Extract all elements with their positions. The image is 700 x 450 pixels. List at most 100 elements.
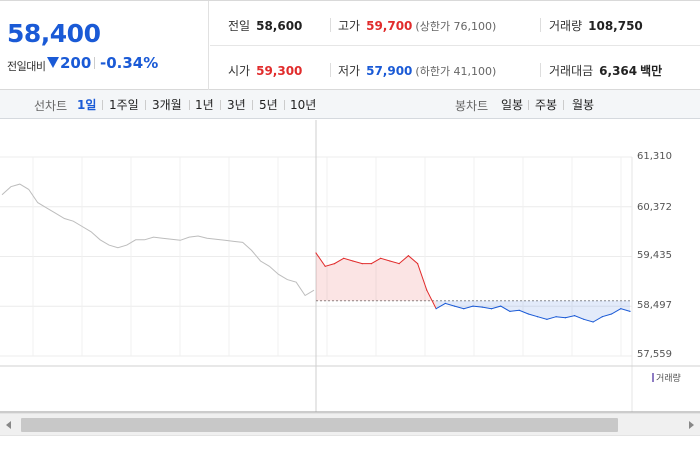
- y-tick-label: 59,435: [637, 250, 672, 261]
- period-10y-tab[interactable]: 10년: [290, 98, 317, 112]
- scroll-left-icon[interactable]: [3, 419, 15, 431]
- price-point: [472, 305, 474, 307]
- quote-panel: 58,400 전일대비 200 -0.34% 전일 58,600 고가 59,700…: [0, 0, 700, 90]
- price-point: [407, 255, 409, 257]
- prev-close-value: 58,600: [256, 19, 303, 33]
- trade-value-label: 거래대금: [549, 64, 594, 78]
- price-point: [361, 263, 363, 265]
- divider: [540, 63, 541, 77]
- up-area-fill: [316, 253, 437, 309]
- low-label: 저가: [338, 64, 361, 78]
- scroll-right-icon[interactable]: [685, 419, 697, 431]
- period-1y-tab[interactable]: 1년: [195, 98, 214, 112]
- open-value: 59,300: [256, 64, 303, 78]
- candle-weekly-tab[interactable]: 주봉: [535, 98, 558, 112]
- price-point: [500, 305, 502, 307]
- trade-value: 거래대금 6,364 백만: [549, 62, 662, 79]
- trade-value-amount: 6,364: [599, 64, 638, 78]
- divider: [102, 100, 103, 110]
- period-3m-tab[interactable]: 3개월: [152, 98, 182, 112]
- price-point: [426, 289, 428, 291]
- line-chart-label: 선차트: [34, 99, 68, 113]
- price-point: [518, 309, 520, 311]
- chart-scrollbar[interactable]: [0, 413, 700, 436]
- volume-value: 108,750: [588, 19, 643, 33]
- down-triangle-icon: [47, 57, 59, 68]
- y-tick-label: 60,372: [637, 202, 672, 213]
- candle-chart-label: 봉차트: [455, 99, 489, 113]
- upper-limit: (상한가 76,100): [415, 20, 497, 33]
- y-tick-label: 57,559: [637, 349, 672, 360]
- price-point: [629, 310, 631, 312]
- price-point: [315, 252, 317, 254]
- price-point: [333, 263, 336, 265]
- volume-legend: 거래량: [652, 371, 681, 384]
- price-point: [564, 317, 567, 319]
- period-1d-tab[interactable]: 1일: [77, 98, 97, 112]
- today-down-price-line: [435, 302, 631, 323]
- scroll-thumb[interactable]: [21, 418, 618, 432]
- price-point: [435, 308, 437, 310]
- price-point: [555, 316, 557, 318]
- price-point: [546, 318, 548, 320]
- divider: [528, 100, 529, 110]
- down-area-fill: [436, 300, 630, 322]
- change-label: 전일대비: [7, 60, 46, 73]
- price-point: [370, 263, 372, 265]
- price-point: [324, 265, 326, 267]
- current-price-box: 58,400 전일대비 200 -0.34%: [0, 1, 209, 90]
- price-point: [398, 263, 400, 265]
- period-3y-tab[interactable]: 3년: [227, 98, 246, 112]
- y-tick-label: 61,310: [637, 151, 672, 162]
- divider: [563, 100, 564, 110]
- trade-value-unit: 백만: [640, 64, 663, 78]
- price-point: [610, 313, 613, 315]
- price-point: [352, 260, 354, 262]
- prev-close-label: 전일: [228, 19, 251, 33]
- high-price: 고가 59,700 (상한가 76,100): [338, 17, 496, 34]
- divider: [330, 63, 331, 77]
- price-chart: 61,310 60,372 59,435 58,497 57,559 거래량: [0, 120, 700, 420]
- price-chart-svg: [0, 120, 700, 413]
- low-price: 저가 57,900 (하한가 41,100): [338, 62, 496, 79]
- price-point: [417, 263, 419, 265]
- price-point: [463, 308, 465, 310]
- prev-close: 전일 58,600: [228, 17, 302, 34]
- price-point: [574, 315, 576, 317]
- price-point: [453, 305, 456, 307]
- divider: [189, 100, 190, 110]
- price-point: [527, 313, 530, 315]
- price-point: [509, 310, 511, 312]
- current-price: 58,400: [7, 19, 101, 48]
- prev-day-price-line: [1, 183, 315, 297]
- volume-label: 거래량: [549, 19, 583, 33]
- high-label: 고가: [338, 19, 361, 33]
- price-point: [601, 316, 603, 318]
- open-label: 시가: [228, 64, 251, 78]
- price-point: [583, 318, 585, 320]
- change-percent: -0.34%: [100, 54, 159, 72]
- price-point: [389, 260, 391, 262]
- chart-toolbar: 선차트 1일 1주일 3개월 1년 3년 5년 10년 봉차트 일봉 주봉 월봉: [0, 90, 700, 119]
- open-price: 시가 59,300: [228, 62, 302, 79]
- price-point: [343, 257, 345, 259]
- high-value: 59,700: [366, 19, 413, 33]
- low-value: 57,900: [366, 64, 413, 78]
- candle-monthly-tab[interactable]: 월봉: [572, 98, 595, 112]
- price-point: [592, 321, 594, 323]
- volume: 거래량 108,750: [549, 17, 643, 34]
- lower-limit: (하한가 41,100): [415, 65, 497, 78]
- period-1w-tab[interactable]: 1주일: [109, 98, 139, 112]
- row-divider: [210, 45, 700, 46]
- today-up-price-line: [315, 252, 437, 309]
- price-point: [537, 316, 539, 318]
- candle-daily-tab[interactable]: 일봉: [501, 98, 524, 112]
- divider: [252, 100, 253, 110]
- price-point: [481, 306, 483, 308]
- divider: [330, 18, 331, 32]
- y-tick-label: 58,497: [637, 300, 672, 311]
- price-point: [380, 257, 382, 259]
- period-5y-tab[interactable]: 5년: [259, 98, 278, 112]
- change-amount: 200: [60, 54, 92, 72]
- price-point: [490, 308, 493, 310]
